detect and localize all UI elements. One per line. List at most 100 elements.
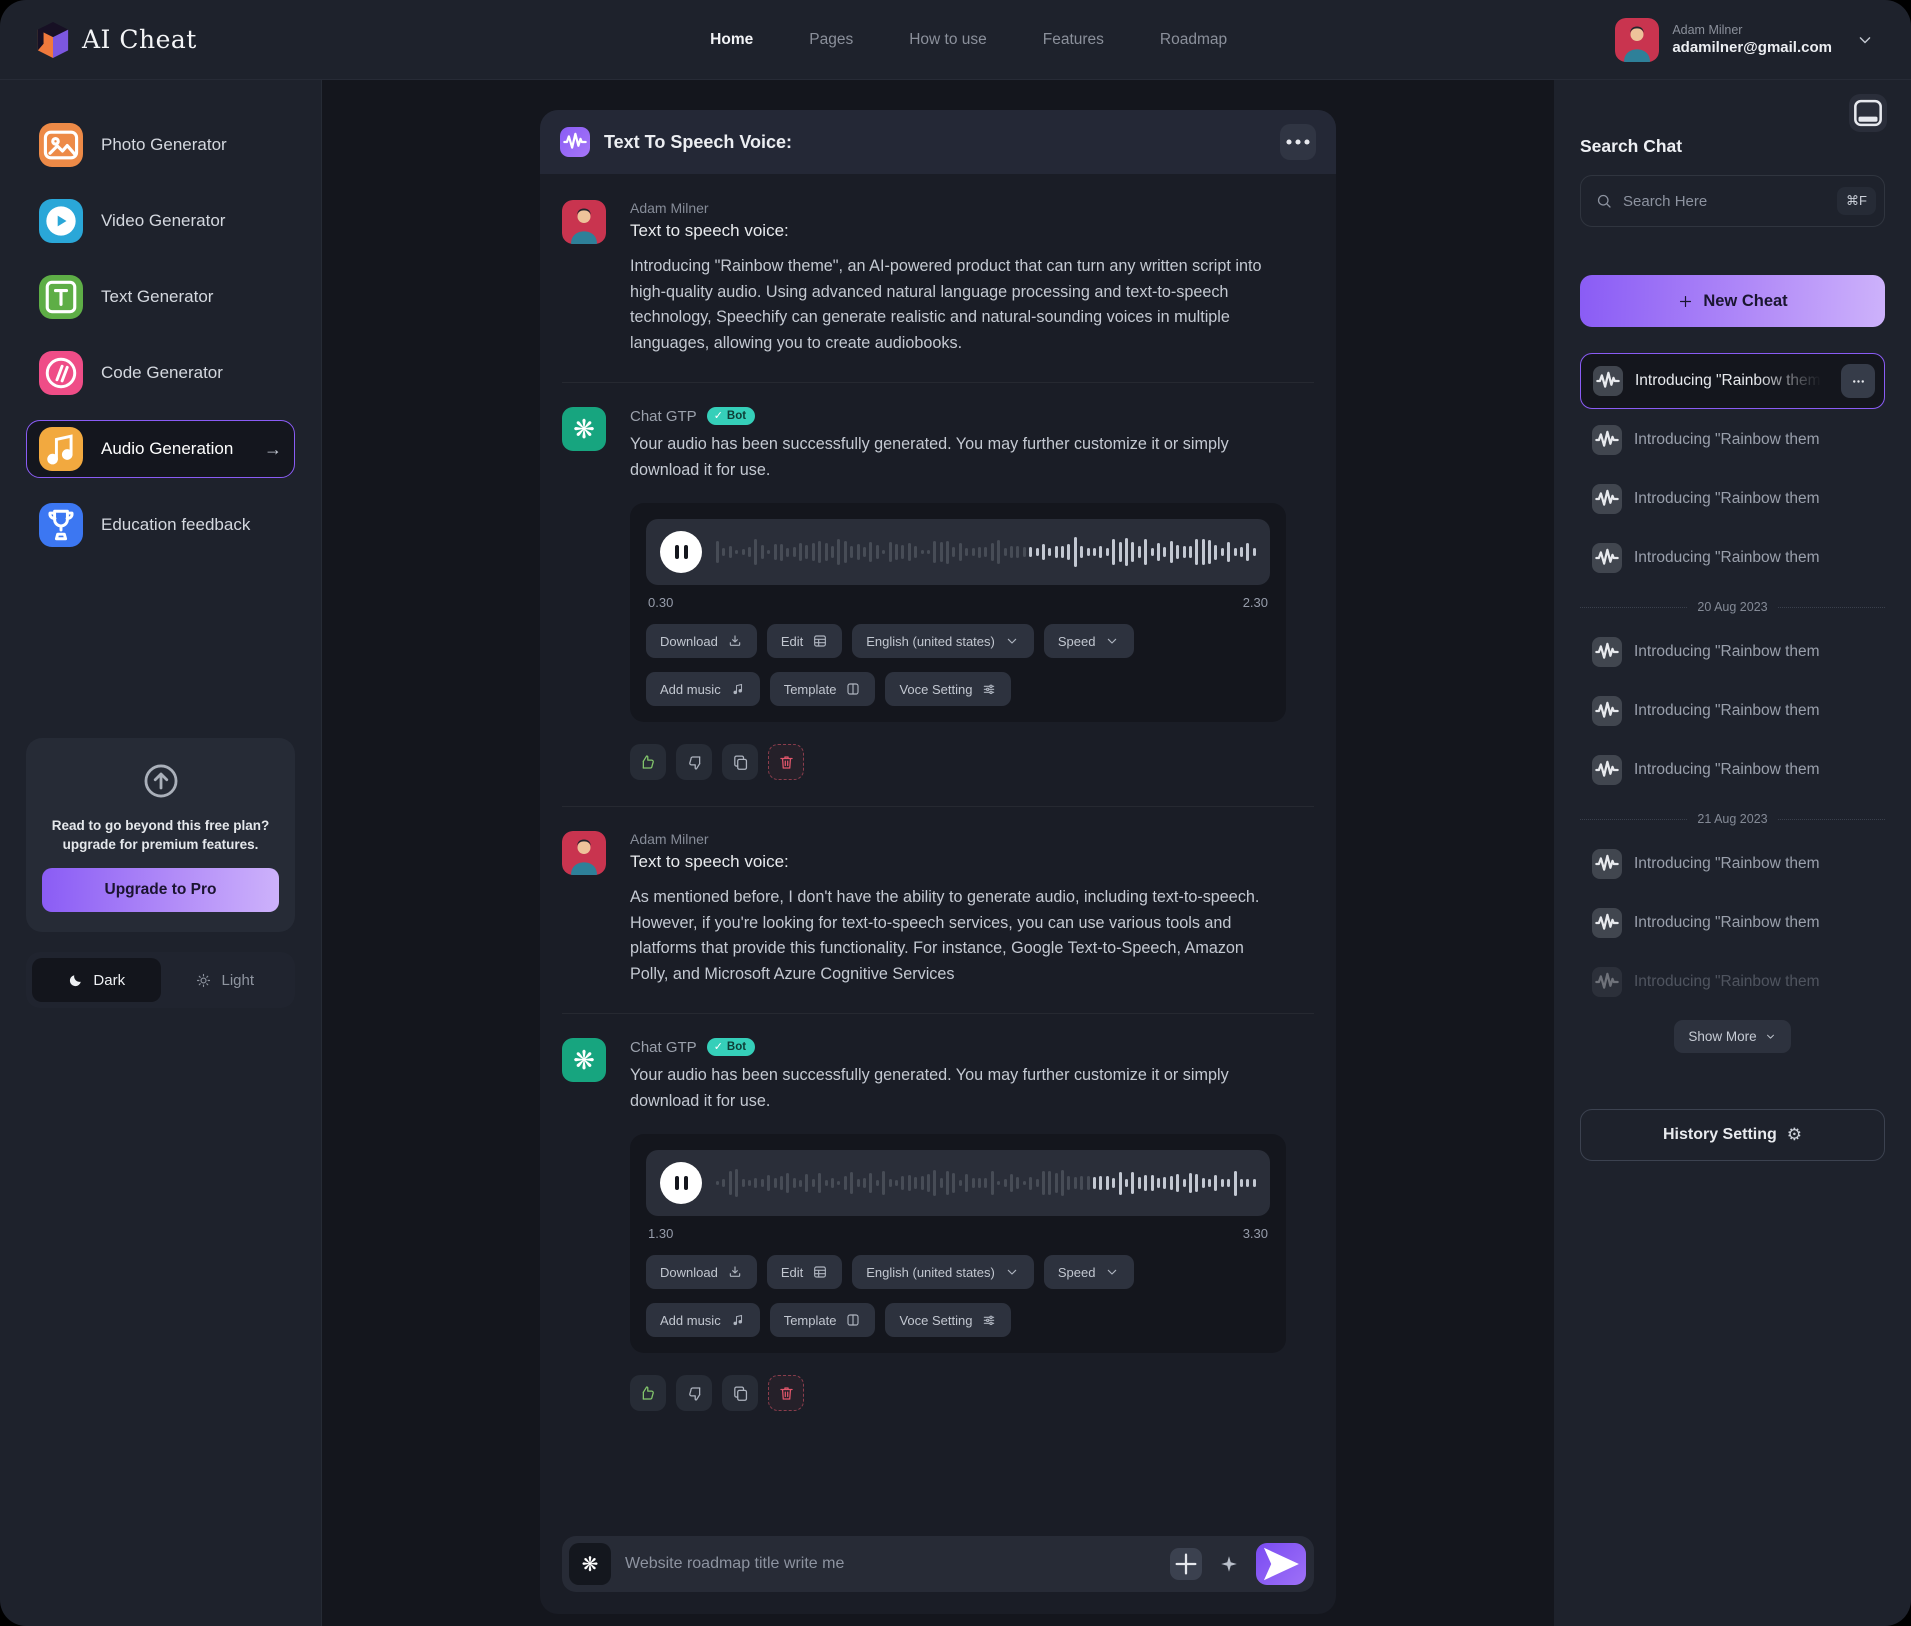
bot-badge: ✓ Bot [706,407,756,425]
app-logo[interactable]: AI Cheat [36,21,322,59]
gear-icon: ⚙ [1786,1125,1803,1145]
waveform-icon [1592,637,1622,667]
history-item-label: Introducing "Rainbow them [1634,855,1820,872]
grid-icon [812,633,828,649]
template-button[interactable]: Template [769,672,876,706]
history-item[interactable]: Introducing "Rainbow them [1580,412,1885,468]
delete-button[interactable] [768,744,804,780]
attach-button[interactable] [1170,1548,1202,1580]
button-label: Edit [780,1264,804,1280]
theme-dark-button[interactable]: Dark [32,958,161,1002]
history-item-active[interactable]: Introducing "Rainbow theme", a… [1580,353,1885,409]
dislike-button[interactable] [676,744,712,780]
show-more-button[interactable]: Show More [1674,1020,1791,1053]
history-item-more-button[interactable] [1841,364,1875,398]
speed-button[interactable]: Speed [1043,1255,1135,1289]
magic-button[interactable] [1218,1553,1240,1575]
like-button[interactable] [630,744,666,780]
search-box: ⌘F [1580,175,1885,227]
button-label: Edit [780,633,804,649]
nav-item-features[interactable]: Features [1042,30,1104,48]
panel-toggle-button[interactable] [1849,94,1887,132]
edit-button[interactable]: Edit [766,624,843,658]
copy-button[interactable] [722,744,758,780]
history-item[interactable]: Introducing "Rainbow them [1580,471,1885,527]
history-setting-button[interactable]: History Setting ⚙ [1580,1109,1885,1161]
audio-total-time: 2.30 [1242,595,1268,610]
new-cheat-label: New Cheat [1703,291,1788,310]
audio-waveform[interactable] [716,1161,1256,1205]
grid-icon [812,1264,828,1280]
download-icon [727,633,743,649]
nav-item-pages[interactable]: Pages [809,30,854,48]
history-item[interactable]: Introducing "Rainbow them [1580,624,1885,680]
history-item[interactable]: Introducing "Rainbow them [1580,742,1885,798]
template-button[interactable]: Template [769,1303,876,1337]
chat-more-button[interactable] [1280,124,1316,160]
like-button[interactable] [630,1375,666,1411]
chevron-down-icon[interactable] [1855,30,1875,50]
english-united-states-button[interactable]: English (united states) [852,1255,1034,1289]
dislike-button[interactable] [676,1375,712,1411]
audio-icon [39,427,83,471]
nav-item-how-to-use[interactable]: How to use [909,30,987,48]
send-icon [1256,1539,1306,1589]
nav-item-roadmap[interactable]: Roadmap [1159,30,1228,48]
chat-message-bot: ❋ Chat GTP ✓ Bot Your audio has been succ… [562,383,1314,807]
sidebar-item-audio-generation[interactable]: Audio Generation → [26,420,295,478]
sidebar-item-code-generator[interactable]: Code Generator [26,344,295,402]
edit-button[interactable]: Edit [766,1255,843,1289]
new-cheat-button[interactable]: New Cheat [1580,275,1885,327]
history-item-label: Introducing "Rainbow them [1634,761,1820,778]
send-button[interactable] [1256,1543,1306,1585]
theme-light-button[interactable]: Light [161,958,290,1002]
sidebar-item-label: Text Generator [101,287,214,306]
message-input[interactable] [611,1555,1170,1573]
pause-button[interactable] [660,531,702,573]
english-united-states-button[interactable]: English (united states) [852,624,1034,658]
chevron-down-icon [1004,633,1020,649]
edit-icon[interactable] [803,222,821,240]
sidebar-item-video-generator[interactable]: Video Generator [26,192,295,250]
download-button[interactable]: Download [646,624,757,658]
user-avatar [562,200,606,244]
generator-menu: Photo Generator Video Generator Text Gener… [26,116,295,572]
history-item[interactable]: Introducing "Rainbow them [1580,683,1885,739]
show-more-label: Show More [1688,1029,1757,1044]
copy-button[interactable] [722,1375,758,1411]
history-item[interactable]: Introducing "Rainbow them [1580,954,1885,1010]
audio-waveform[interactable] [716,530,1256,574]
sidebar-item-text-generator[interactable]: Text Generator [26,268,295,326]
delete-button[interactable] [768,1375,804,1411]
chevron-down-icon [1104,633,1120,649]
message-author: Adam Milner [630,831,709,847]
message-prompt: Text to speech voice: [630,221,789,240]
add-music-button[interactable]: Add music [646,672,760,706]
waveform-icon [1592,425,1622,455]
plus-icon [1170,1548,1202,1580]
sun-icon [195,972,212,989]
user-profile[interactable]: Adam Milner adamilner@gmail.com [1615,17,1875,62]
download-button[interactable]: Download [646,1255,757,1289]
search-input[interactable] [1623,192,1828,210]
check-icon: ✓ [713,1041,723,1053]
user-name: Adam Milner [1672,22,1743,37]
chevron-down-icon [1104,1264,1120,1280]
history-item[interactable]: Introducing "Rainbow them [1580,836,1885,892]
sidebar-item-education-feedback[interactable]: Education feedback [26,496,295,554]
nav-item-home[interactable]: Home [710,30,754,48]
logo-cube-icon [36,21,70,59]
voce-setting-button[interactable]: Voce Setting [885,672,1012,706]
pause-button[interactable] [660,1162,702,1204]
voce-setting-button[interactable]: Voce Setting [885,1303,1012,1337]
speed-button[interactable]: Speed [1043,624,1135,658]
history-item[interactable]: Introducing "Rainbow them [1580,895,1885,951]
history-item[interactable]: Introducing "Rainbow them [1580,530,1885,586]
history-item-label: Introducing "Rainbow theme", a… [1635,372,1829,389]
button-label: Add music [660,681,721,697]
add-music-button[interactable]: Add music [646,1303,760,1337]
sidebar-item-photo-generator[interactable]: Photo Generator [26,116,295,174]
upgrade-to-pro-button[interactable]: Upgrade to Pro [42,868,279,912]
upgrade-card: Read to go beyond this free plan? upgrad… [26,738,295,932]
edit-icon[interactable] [803,853,821,871]
